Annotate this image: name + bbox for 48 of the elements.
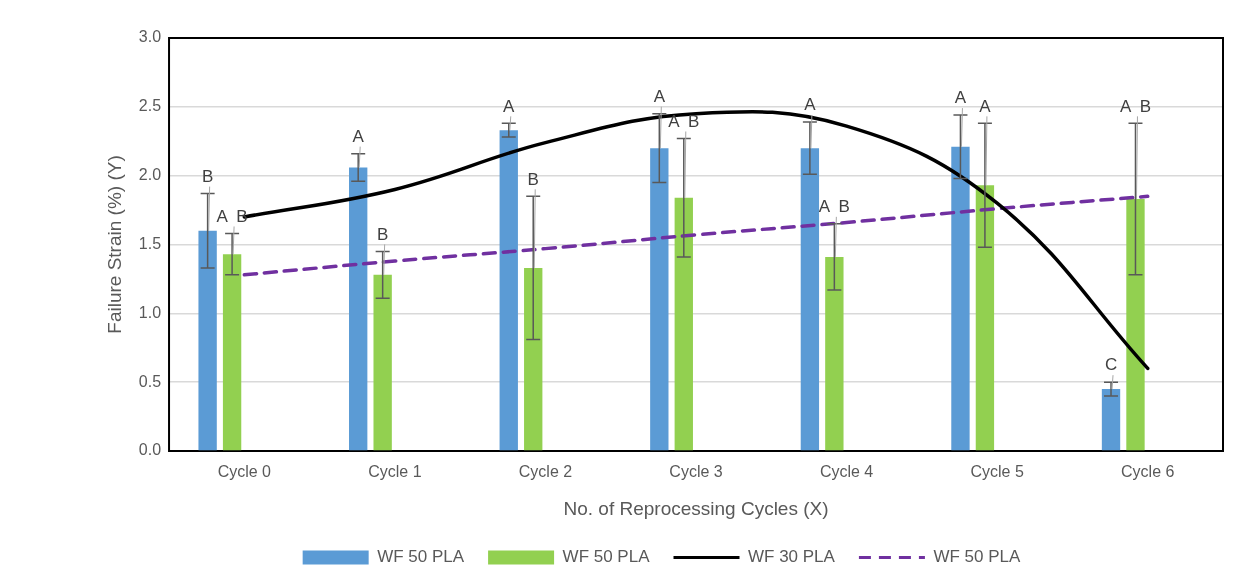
x-tick-label: Cycle 6 bbox=[1121, 463, 1175, 481]
data-label: A bbox=[352, 126, 365, 146]
bar bbox=[198, 230, 217, 451]
data-label: B bbox=[201, 166, 214, 186]
bar bbox=[800, 148, 820, 451]
legend-label: WF 50 PLA bbox=[377, 547, 465, 567]
x-axis-title: No. of Reprocessing Cycles (X) bbox=[563, 497, 829, 519]
data-label: A B bbox=[668, 111, 700, 131]
bar bbox=[499, 130, 518, 451]
y-tick-label: 2.5 bbox=[138, 97, 162, 115]
x-tick-label: Cycle 3 bbox=[669, 463, 723, 481]
data-label: A bbox=[804, 95, 817, 115]
legend-label: WF 50 PLA bbox=[562, 547, 651, 567]
bar bbox=[650, 148, 669, 451]
y-tick-label: 0.5 bbox=[138, 372, 162, 390]
y-tick-label: 2.0 bbox=[138, 166, 162, 184]
bar bbox=[524, 267, 543, 451]
legend-label: WF 30 PLA bbox=[748, 547, 836, 567]
x-tick-label: Cycle 2 bbox=[518, 463, 573, 481]
y-tick-label: 1.5 bbox=[138, 234, 162, 252]
bar bbox=[349, 167, 368, 451]
data-label: B bbox=[376, 224, 389, 244]
data-label: A B bbox=[216, 206, 248, 226]
bar bbox=[825, 256, 844, 451]
bar bbox=[674, 197, 693, 451]
data-label: A B bbox=[1119, 96, 1152, 116]
x-tick-label: Cycle 0 bbox=[217, 463, 272, 481]
x-tick-label: Cycle 5 bbox=[970, 463, 1024, 481]
bar bbox=[1126, 199, 1145, 451]
y-axis-title: Failure Strain (%) (Y) bbox=[103, 155, 125, 334]
x-tick-label: Cycle 4 bbox=[819, 463, 874, 481]
data-label: A B bbox=[818, 197, 850, 217]
data-label: A bbox=[979, 96, 992, 116]
bar bbox=[373, 274, 392, 451]
data-label: A bbox=[954, 88, 967, 108]
y-tick-label: 3.0 bbox=[138, 28, 162, 46]
data-label: A bbox=[503, 96, 516, 116]
y-tick-label: 0.0 bbox=[138, 441, 162, 459]
data-label: A bbox=[653, 86, 666, 106]
legend-label: WF 50 PLA bbox=[933, 547, 1021, 567]
data-label: C bbox=[1104, 355, 1118, 375]
x-tick-label: Cycle 1 bbox=[368, 463, 422, 481]
data-label: B bbox=[527, 169, 539, 189]
y-tick-label: 1.0 bbox=[138, 303, 162, 321]
bar bbox=[951, 146, 970, 451]
bar bbox=[222, 254, 242, 451]
bar bbox=[1101, 389, 1121, 451]
bar bbox=[975, 185, 995, 451]
